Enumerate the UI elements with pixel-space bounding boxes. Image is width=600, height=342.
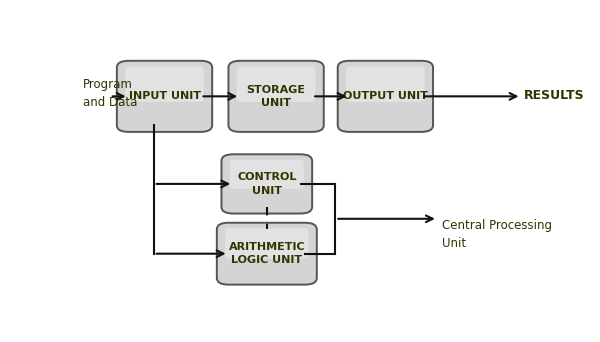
FancyBboxPatch shape: [338, 61, 433, 132]
Text: Central Processing
Unit: Central Processing Unit: [442, 219, 553, 250]
FancyBboxPatch shape: [230, 160, 304, 189]
Text: ARITHMETIC
LOGIC UNIT: ARITHMETIC LOGIC UNIT: [229, 242, 305, 265]
FancyBboxPatch shape: [221, 154, 312, 213]
FancyBboxPatch shape: [117, 61, 212, 132]
Text: STORAGE
UNIT: STORAGE UNIT: [247, 85, 305, 108]
Text: INPUT UNIT: INPUT UNIT: [128, 91, 200, 101]
FancyBboxPatch shape: [217, 223, 317, 285]
Text: CONTROL
UNIT: CONTROL UNIT: [237, 172, 296, 196]
FancyBboxPatch shape: [346, 66, 425, 102]
FancyBboxPatch shape: [125, 66, 204, 102]
Text: RESULTS: RESULTS: [524, 89, 584, 102]
FancyBboxPatch shape: [237, 66, 316, 102]
FancyBboxPatch shape: [229, 61, 324, 132]
FancyBboxPatch shape: [225, 228, 308, 259]
Text: Program
and Data: Program and Data: [83, 78, 138, 109]
Text: OUTPUT UNIT: OUTPUT UNIT: [343, 91, 428, 101]
